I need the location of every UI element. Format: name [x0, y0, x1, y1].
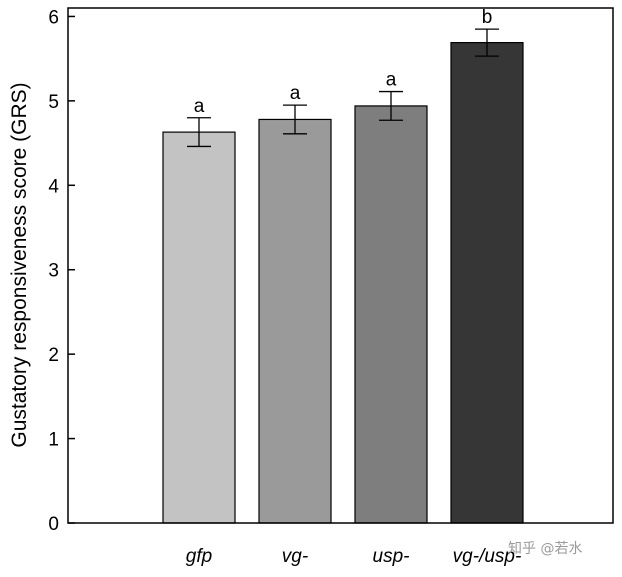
bar-vg [258, 118, 332, 524]
significance-label: a [386, 70, 397, 91]
significance-labels-layer: a a a b [194, 7, 493, 117]
x-category-label: usp- [373, 546, 410, 567]
watermark: 知乎 @若水 [508, 541, 583, 557]
error-bars-layer [187, 28, 499, 148]
x-axis-labels: gfp vg-usp-vg-/usp- [186, 546, 522, 567]
x-category-label: vg-/usp- [453, 546, 522, 567]
y-tick-label: 2 [48, 345, 59, 366]
plot-frame [67, 7, 614, 524]
bar-vgusp [450, 42, 524, 524]
significance-label: a [194, 96, 205, 117]
y-tick-label: 4 [48, 176, 59, 197]
y-tick-label: 1 [48, 430, 59, 451]
y-tick-label: 6 [48, 7, 59, 28]
significance-label: b [482, 7, 493, 28]
x-category-label: gfp [186, 546, 212, 567]
y-tick-label: 3 [48, 261, 59, 282]
x-category-label: vg- [282, 546, 308, 567]
bar-gfp [162, 131, 236, 524]
y-axis-title: Gustatory responsiveness score (GRS) [8, 82, 31, 447]
bar-usp [354, 105, 428, 524]
y-tick-label: 0 [48, 514, 59, 535]
y-tick-label: 5 [48, 92, 59, 113]
y-axis: 0 1 2 3 4 5 6 [48, 7, 75, 535]
bars-layer [162, 42, 524, 524]
significance-label: a [290, 83, 301, 104]
